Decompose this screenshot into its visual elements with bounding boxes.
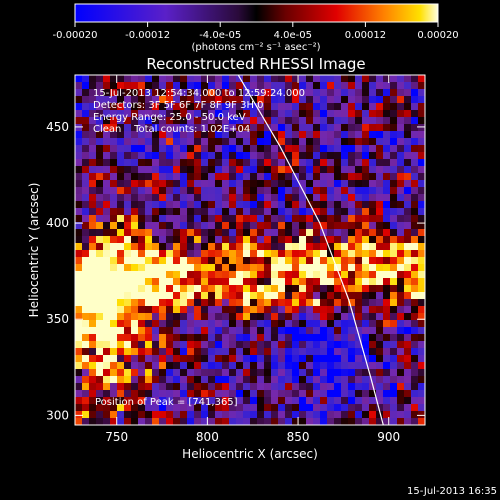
axis-ticks: 750 800 850 900 300 350 400 450 (46, 75, 425, 444)
x-tick-label: 800 (196, 430, 219, 444)
plot-frame (74, 74, 426, 426)
y-tick-label: 300 (46, 408, 69, 422)
y-tick-label: 400 (46, 216, 69, 230)
heatmap-image (75, 75, 425, 425)
colorbar-tick-label: -0.00020 (53, 30, 98, 41)
footer-timestamp: 15-Jul-2013 16:35 (407, 486, 497, 497)
y-axis-label: Heliocentric Y (arcsec) (27, 183, 41, 318)
y-tick-label: 450 (46, 120, 69, 134)
y-tick-label: 350 (46, 312, 69, 326)
annotation-energy-range: Energy Range: 25.0 - 50.0 keV (93, 112, 246, 123)
colorbar-tick-label: -4.0e-05 (199, 30, 241, 41)
annotation-detectors: Detectors: 3F 5F 6F 7F 8F 9F 3H 0 (93, 100, 264, 111)
peak-position-label: Position of Peak = [741,365] (95, 397, 238, 408)
annotation-time-range: 15-Jul-2013 12:54:34.000 to 12:59:24.000 (93, 88, 305, 99)
chart-title: Reconstructed RHESSI Image (146, 55, 365, 73)
x-tick-label: 900 (377, 430, 400, 444)
x-tick-label: 750 (105, 430, 128, 444)
colorbar-tick-label: 0.00012 (345, 30, 386, 41)
solar-limb-curve (237, 75, 384, 425)
colorbar-tick-label: 4.0e-05 (274, 30, 312, 41)
annotation-block: 15-Jul-2013 12:54:34.000 to 12:59:24.000… (93, 88, 305, 135)
colorbar-tick-label: 0.00020 (417, 30, 458, 41)
x-axis-label: Heliocentric X (arcsec) (182, 447, 318, 461)
x-tick-label: 850 (287, 430, 310, 444)
colorbar (74, 3, 439, 23)
colorbar-tick-label: -0.00012 (125, 30, 170, 41)
colorbar-unit-label: (photons cm⁻² s⁻¹ asec⁻²) (191, 42, 320, 53)
annotation-clean-counts: Clean Total counts: 1.02E+04 (93, 124, 250, 135)
colorbar-ticks: -0.00020 -0.00012 -4.0e-05 4.0e-05 0.00012 0.… (53, 22, 459, 41)
